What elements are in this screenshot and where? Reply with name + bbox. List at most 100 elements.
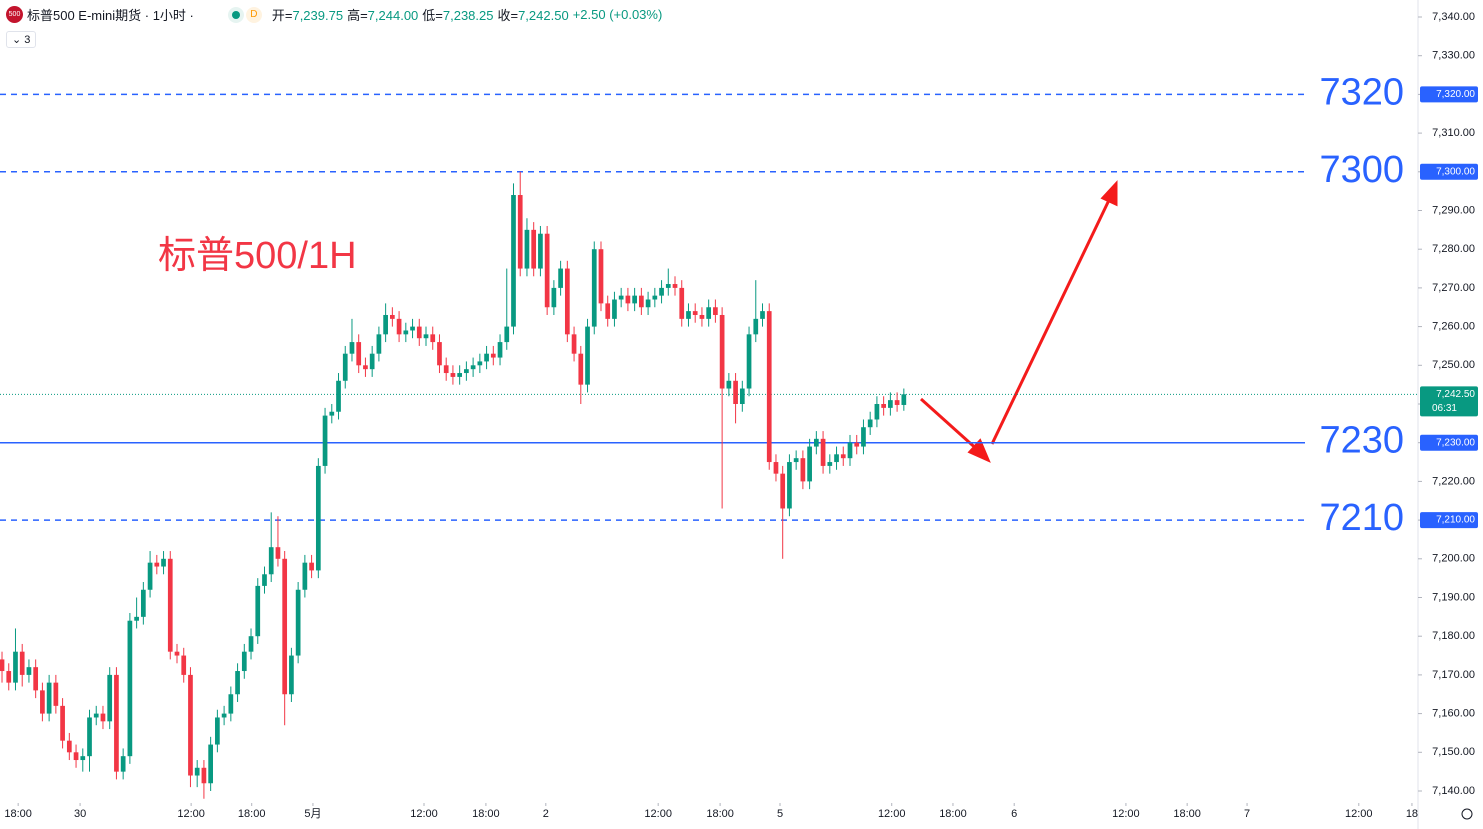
candle [235,663,240,702]
candle-body [275,547,281,559]
candle-body [793,458,799,463]
candle [80,748,86,772]
y-tick-label: 7,150.00 [1432,746,1475,758]
candle [780,465,786,559]
candle [807,438,812,490]
legend-label: 收= [497,8,519,23]
x-tick-label: 18 [1406,808,1418,820]
x-tick-label: 12:00 [878,808,906,820]
candle [517,171,523,277]
candle [390,307,395,327]
y-tick-label: 7,230.00 [1432,437,1475,449]
candle-body [255,585,261,637]
candle-body [60,705,65,741]
candle [161,551,166,575]
candle-body [140,589,146,617]
y-tick-label: 7,340.00 [1432,11,1475,23]
x-tick-label: 18:00 [706,808,734,820]
candle [147,551,153,598]
legend-value: 7,244.00 [367,8,419,23]
y-tick-label: 7,320.00 [1432,88,1475,100]
candle-body [558,268,563,288]
candle [692,303,698,323]
candle [127,612,133,764]
candle [6,663,12,691]
candle-body [181,655,187,675]
candle-body [0,659,5,672]
candle [665,268,671,296]
last-price-label: 7,242.50 [1436,389,1475,400]
candle-body [322,415,328,466]
y-tick-label: 7,210.00 [1432,514,1475,526]
candle-body [53,682,59,706]
candle [201,760,207,799]
change: +2.50 (+0.03%) [572,7,663,22]
candle-body [127,620,133,757]
candle-body [517,195,523,269]
candle-body [376,334,382,354]
candle [423,326,429,346]
candle-body [430,334,436,343]
candle [174,643,180,664]
candle-body [780,473,786,509]
candle-body [282,558,288,695]
symbol-title[interactable]: 标普500 E-mini期货 · 1小时 · [27,8,194,23]
candle-body [591,249,597,327]
candle-body [120,756,126,772]
candle [511,183,516,335]
candle-body [618,295,624,300]
candle-body [342,353,348,381]
candle-body [612,299,617,319]
candle-body [578,353,584,385]
candle [450,365,456,385]
candle [46,674,52,722]
symbol-icon[interactable]: 500 [6,6,23,23]
candle-body [484,353,489,362]
market-status[interactable] [231,10,240,19]
x-tick-label: 18:00 [1173,808,1201,820]
candle-body [665,284,671,288]
candle [544,225,550,315]
candle-body [504,326,510,343]
level-label: 7210 [1319,497,1404,539]
indicator-toggle[interactable]: ⌄ 3 [6,31,37,48]
candle-body [315,465,321,571]
candle-body [93,713,99,718]
candle [800,450,806,490]
candle [854,434,860,455]
candle-body [302,562,308,590]
candle-body [766,311,772,463]
candle-body [861,427,866,447]
candle [834,446,839,470]
candle [585,318,590,393]
data-badge[interactable]: D [245,6,262,23]
candle-body [6,671,12,683]
legend-value: 7,239.75 [292,8,344,23]
candle-body [33,667,39,691]
candle-body [524,229,530,269]
level-label: 7320 [1319,71,1404,113]
candle [167,551,173,660]
settings-icon[interactable] [1461,808,1473,820]
candle [477,353,483,374]
candle [255,578,261,644]
x-tick-label: 12:00 [644,808,672,820]
y-tick-label: 7,170.00 [1432,669,1475,681]
candle-body [295,589,301,656]
candle [134,597,139,629]
candle [591,241,597,335]
y-tick-label: 7,290.00 [1432,204,1475,216]
candle [564,260,570,343]
candle-body [268,547,274,575]
candle [443,357,449,381]
candle-body [672,284,678,288]
candle-body [639,295,644,308]
arrow-up [990,197,1112,445]
candle-body [901,394,907,405]
candle-body [490,353,496,358]
candle [0,651,5,683]
candle-body [235,671,240,695]
candle-body [464,369,469,374]
candle-body [80,756,86,761]
